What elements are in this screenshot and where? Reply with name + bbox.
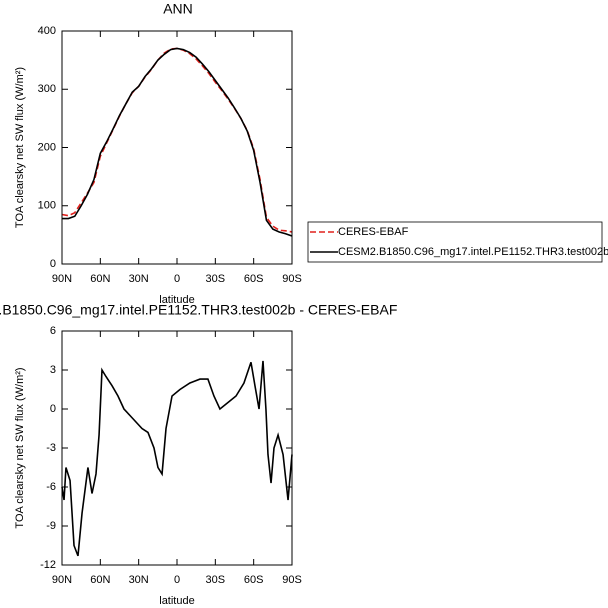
y-tick-label: -6 — [46, 481, 56, 493]
x-tick-label: 60S — [244, 574, 264, 586]
x-tick-label: 0 — [174, 273, 180, 285]
y-tick-label: -3 — [46, 442, 56, 454]
y-tick-label: 3 — [50, 364, 56, 376]
y-tick-label: 300 — [38, 83, 56, 95]
plot-frame — [61, 30, 293, 265]
x-tick-label: 30N — [129, 273, 149, 285]
y-tick-label: 6 — [50, 325, 56, 337]
legend-label: CESM2.B1850.C96_mg17.intel.PE1152.THR3.t… — [338, 246, 608, 258]
x-axis-label: latitude — [159, 294, 194, 306]
line-series — [61, 360, 293, 557]
chart-title: ANN — [163, 1, 193, 17]
x-tick-label: 90N — [52, 273, 72, 285]
y-axis-label: TOA clearsky net SW flux (W/m²) — [14, 67, 26, 228]
x-tick-label: 90S — [282, 574, 302, 586]
y-tick-label: 100 — [38, 200, 56, 212]
x-tick-label: 30S — [206, 574, 226, 586]
x-tick-label: 60N — [90, 273, 110, 285]
y-tick-label: -9 — [46, 520, 56, 532]
legend-box — [307, 221, 603, 263]
x-tick-label: 30S — [206, 273, 226, 285]
x-axis-label: latitude — [159, 595, 194, 607]
y-tick-label: 0 — [50, 403, 56, 415]
legend-label: CERES-EBAF — [338, 226, 409, 238]
y-axis-label: TOA clearsky net SW flux (W/m²) — [14, 367, 26, 528]
x-tick-label: 30N — [129, 574, 149, 586]
y-tick-label: 400 — [38, 25, 56, 37]
y-tick-label: 0 — [50, 258, 56, 270]
x-tick-label: 0 — [174, 574, 180, 586]
y-tick-label: 200 — [38, 141, 56, 153]
plot-frame — [61, 330, 293, 566]
line-series — [61, 47, 293, 233]
x-tick-label: 90S — [282, 273, 302, 285]
x-tick-label: 60N — [90, 574, 110, 586]
x-tick-label: 90N — [52, 574, 72, 586]
line-series — [62, 47, 293, 237]
y-tick-label: -12 — [40, 559, 56, 571]
chart-title: 2.B1850.C96_mg17.intel.PE1152.THR3.test0… — [0, 302, 397, 318]
x-tick-label: 60S — [244, 273, 264, 285]
